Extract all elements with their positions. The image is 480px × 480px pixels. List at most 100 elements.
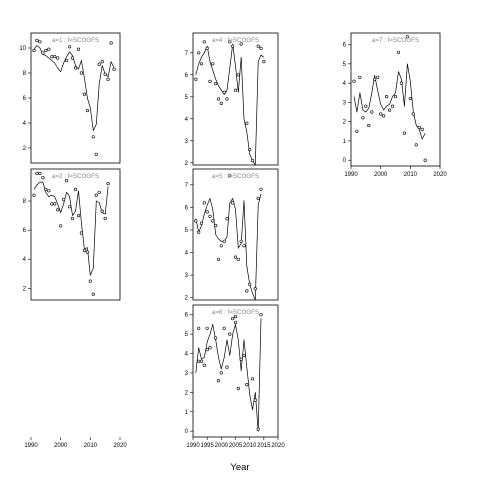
panel-2: a=4 : f=SCOGFS 2 3 4 5 6 7: [185, 32, 279, 167]
data-point: [199, 359, 204, 363]
data-point: [352, 79, 356, 83]
panel-frame: [350, 32, 441, 167]
data-point: [379, 112, 383, 116]
data-point: [76, 214, 81, 218]
data-point: [73, 187, 78, 191]
data-point: [219, 244, 223, 248]
panel-title: a=6 : f=SCOGFS: [212, 309, 259, 316]
data-point: [100, 209, 104, 213]
y-tick-label: 4: [23, 257, 27, 263]
data-point: [97, 62, 101, 66]
data-point: [44, 48, 48, 53]
data-point: [231, 44, 235, 48]
data-point: [211, 62, 215, 66]
data-point: [50, 55, 54, 59]
data-point: [35, 38, 39, 43]
data-point: [103, 72, 107, 76]
data-point: [82, 92, 86, 96]
data-point: [242, 244, 246, 248]
y-tick-label: 0: [343, 158, 347, 164]
data-point: [385, 94, 389, 99]
data-point: [239, 42, 243, 46]
data-point: [259, 313, 263, 317]
data-point: [231, 317, 235, 321]
data-point: [70, 216, 75, 221]
y-tick-label: 5: [185, 228, 189, 234]
y-tick-label: 7: [185, 183, 189, 189]
data-point: [222, 239, 226, 243]
data-point: [239, 357, 243, 362]
data-point: [211, 219, 215, 223]
y-tick-label: 8: [23, 71, 27, 77]
data-point: [103, 216, 107, 221]
data-point: [214, 223, 218, 228]
data-point: [245, 121, 249, 125]
data-point: [194, 219, 198, 223]
y-tick-label: 6: [185, 205, 189, 211]
data-point: [423, 158, 427, 162]
x-tick-label: 1990: [344, 172, 358, 178]
data-point: [216, 97, 221, 101]
data-point: [205, 348, 209, 352]
data-point: [41, 176, 45, 180]
data-point: [402, 131, 407, 135]
data-point: [361, 116, 365, 120]
data-point: [202, 363, 206, 367]
y-tick-label: 2: [185, 296, 189, 302]
y-tick-label: 4: [185, 251, 189, 257]
x-tick-label: 2020: [433, 172, 447, 178]
data-point: [47, 189, 51, 193]
y-tick-label: 4: [185, 117, 189, 123]
x-tick-label: 2010: [84, 443, 98, 449]
data-point: [47, 47, 51, 51]
panel-4: a=2 : f=SCOGFS 2 4 6 8: [23, 168, 121, 301]
panel-3: a=7 : f=SCOGFS 0 1 2 3 4 5 6 1990 2000 2010 2020: [343, 32, 447, 178]
x-tick-label: 1990: [24, 443, 38, 449]
data-point: [53, 202, 57, 206]
series-line: [195, 43, 265, 166]
y-tick-label: 4: [343, 81, 347, 87]
data-point: [205, 210, 209, 214]
x-tick-label: 1990: [186, 443, 200, 449]
x-tick-label: 2020: [113, 443, 127, 449]
x-tick-label: 2020: [271, 443, 285, 449]
y-tick-label: 3: [185, 371, 189, 377]
y-tick-label: 3: [343, 100, 347, 106]
y-tick-label: 6: [185, 73, 189, 79]
data-point: [106, 77, 110, 81]
x-tick-label: 2005: [229, 443, 243, 449]
x-tick-label: 1995: [200, 443, 214, 449]
data-point: [32, 48, 36, 53]
data-point: [38, 40, 42, 44]
data-point: [38, 171, 42, 175]
y-tick-label: 1: [185, 410, 189, 416]
data-point: [41, 51, 45, 55]
data-point: [32, 193, 36, 197]
data-point: [376, 75, 380, 79]
data-point: [199, 62, 204, 66]
data-point: [248, 282, 252, 286]
data-point: [94, 193, 98, 197]
data-point: [214, 81, 218, 86]
data-point: [405, 35, 410, 39]
data-point: [253, 287, 257, 291]
x-tick-label: 2010: [243, 443, 257, 449]
data-point: [248, 148, 252, 152]
y-tick-label: 6: [185, 313, 189, 319]
data-point: [236, 257, 240, 261]
y-tick-label: 3: [185, 273, 189, 279]
data-point: [53, 55, 57, 59]
data-point: [216, 257, 221, 261]
data-point: [408, 96, 412, 101]
data-point: [56, 56, 60, 60]
data-point: [222, 326, 226, 330]
data-point: [50, 202, 54, 206]
data-point: [76, 47, 81, 51]
data-point: [205, 46, 209, 51]
y-tick-label: 10: [19, 46, 26, 52]
data-point: [197, 326, 201, 330]
data-point: [233, 315, 238, 319]
data-point: [236, 386, 240, 391]
